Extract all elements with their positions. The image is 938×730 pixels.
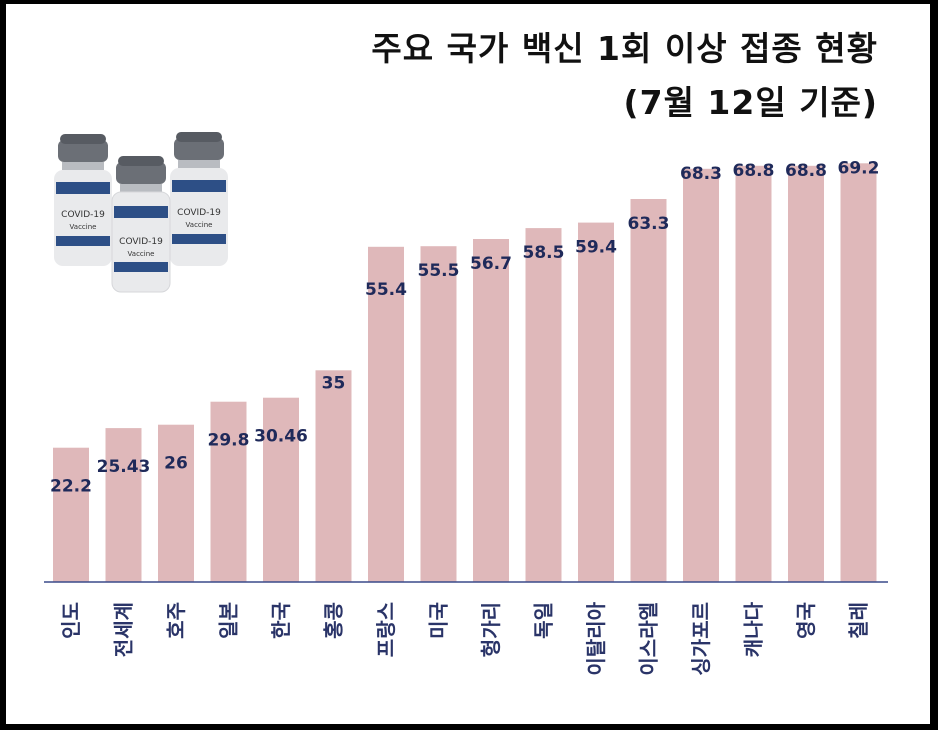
- category-label: 싱가포르: [689, 602, 713, 676]
- category-label: 한국: [269, 602, 293, 639]
- vial-label-name: COVID-19: [119, 237, 163, 247]
- bar-value-label: 29.8: [208, 431, 250, 451]
- category-label: 칠레: [847, 602, 871, 639]
- chart-subtitle: (7월 12일 기준): [623, 83, 878, 122]
- bar-value-label: 69.2: [838, 158, 880, 178]
- category-label: 영국: [794, 602, 818, 639]
- bar-value-label: 63.3: [628, 214, 670, 234]
- vial-label-sub: Vaccine: [70, 223, 97, 231]
- bar: [473, 239, 509, 582]
- bar-value-label: 68.8: [785, 161, 827, 181]
- chart-frame: 주요 국가 백신 1회 이상 접종 현황 (7월 12일 기준) COVID-1…: [6, 4, 930, 724]
- category-label: 독일: [532, 602, 556, 639]
- bar: [840, 163, 877, 583]
- vaccine-vials-illustration: COVID-19 Vaccine COVID-19 Vaccine COVID-…: [54, 132, 228, 293]
- bar: [53, 447, 89, 582]
- bar: [263, 397, 299, 582]
- category-label: 미국: [427, 602, 451, 639]
- bar-value-label: 56.7: [470, 254, 512, 274]
- bar: [105, 428, 142, 582]
- bar: [210, 401, 247, 582]
- vaccine-vial-icon: COVID-19 Vaccine: [54, 134, 112, 266]
- bar-value-label: 55.5: [418, 261, 460, 281]
- bar-value-label: 30.46: [254, 427, 308, 447]
- bar: [158, 424, 194, 582]
- bars-layer: [53, 163, 877, 583]
- category-label: 헝가리: [479, 602, 503, 657]
- vial-label-sub: Vaccine: [186, 221, 213, 229]
- bar-value-label: 26: [164, 454, 188, 474]
- bar-value-label: 58.5: [523, 243, 565, 263]
- bar-value-label: 59.4: [575, 238, 617, 258]
- bar: [630, 199, 667, 582]
- vaccine-vial-icon: COVID-19 Vaccine: [111, 156, 171, 293]
- value-labels-layer: 22.225.43 26 29.8 30.46 35 55.4 55.5 56.7 58.5 59…: [50, 158, 879, 496]
- category-label: 홍콩: [322, 602, 346, 639]
- category-label: 인도: [59, 602, 83, 639]
- bar: [788, 165, 824, 583]
- bar: [315, 370, 352, 583]
- bar: [683, 168, 719, 583]
- bar: [368, 246, 404, 583]
- bar: [525, 228, 562, 582]
- category-labels-layer: 인도 전세계 호주 일본 한국 홍콩 프랑스 미국 헝가리 독일 이탈리아 이스라엘 싱가포르 캐나다 영국…: [59, 601, 871, 675]
- bar-chart: 22.225.43 26 29.8 30.46 35 55.4 55.5 56.7 58.5 59…: [44, 158, 888, 676]
- category-label: 이탈리아: [584, 601, 608, 675]
- category-label: 호주: [164, 602, 188, 639]
- bar: [735, 165, 772, 583]
- bar-value-label: 68.3: [680, 164, 722, 184]
- vial-label-sub: Vaccine: [128, 250, 155, 258]
- category-label: 캐나다: [742, 601, 766, 657]
- bar-value-label: 55.4: [365, 280, 407, 300]
- category-label: 프랑스: [374, 602, 398, 657]
- bar-value-label: 35: [322, 373, 346, 393]
- chart-title: 주요 국가 백신 1회 이상 접종 현황: [371, 29, 878, 68]
- bar: [578, 222, 614, 582]
- category-label: 일본: [217, 602, 241, 639]
- category-label: 이스라엘: [637, 602, 661, 676]
- vial-label-name: COVID-19: [61, 210, 105, 220]
- bar: [420, 246, 457, 582]
- bar-value-label: 22.2: [50, 477, 92, 497]
- bar-value-label: 25.43: [97, 457, 151, 477]
- vaccine-vial-icon: COVID-19 Vaccine: [170, 132, 228, 266]
- category-label: 전세계: [112, 602, 136, 657]
- vial-label-name: COVID-19: [177, 208, 221, 218]
- bar-value-label: 68.8: [733, 161, 775, 181]
